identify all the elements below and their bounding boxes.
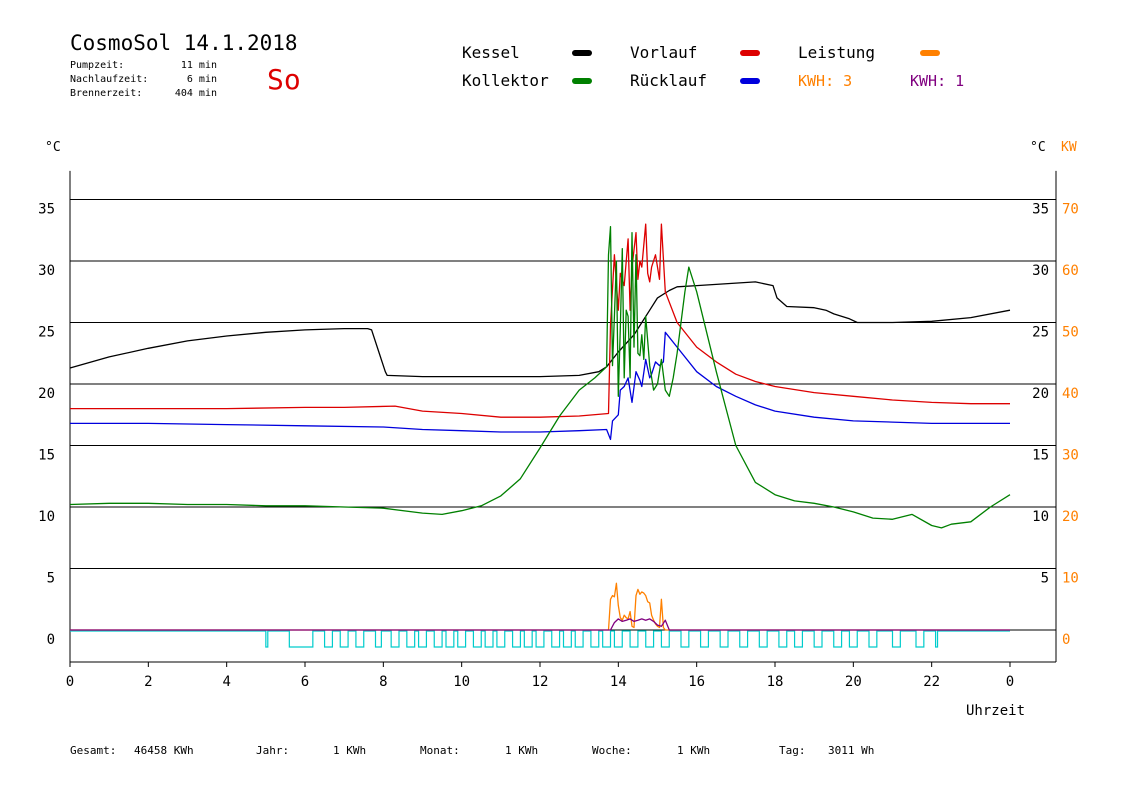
x-tick-label-0: 0 xyxy=(66,674,74,690)
y-tick-left-35: 35 xyxy=(38,202,55,218)
legend-label-kollektor: Kollektor xyxy=(462,71,549,90)
y-tick-left-30: 30 xyxy=(38,263,55,279)
footer-tag-value: 3011 Wh xyxy=(828,744,874,757)
legend-swatch-leistung xyxy=(920,50,940,56)
stat-pumpzeit-label: Pumpzeit: xyxy=(70,60,124,71)
x-tick-label-5: 10 xyxy=(453,674,470,690)
series-line-vorlauf xyxy=(70,223,1010,418)
x-tick-label-11: 22 xyxy=(923,674,940,690)
y-tick-right-kw-70: 70 xyxy=(1062,202,1079,218)
y-tick-right-kw-10: 10 xyxy=(1062,571,1079,587)
y-tick-right-kw-60: 60 xyxy=(1062,263,1079,279)
right-unit-label: °C xyxy=(1030,140,1046,155)
y-tick-right-c-20: 20 xyxy=(1032,386,1049,402)
series-line-kwh-1 xyxy=(70,618,1010,631)
footer-gesamt-value: 46458 KWh xyxy=(134,744,194,757)
x-tick-label-9: 18 xyxy=(767,674,784,690)
x-tick-label-6: 12 xyxy=(532,674,549,690)
series-layer xyxy=(69,223,1011,648)
tick-layer: 0510152025303551015202530350102030405060… xyxy=(38,202,1079,691)
right-kw-unit-label: KW xyxy=(1061,140,1077,155)
footer-monat-value: 1 KWh xyxy=(505,744,538,757)
legend-kwh-purple: KWH: 1 xyxy=(910,72,964,90)
series-line-leistung xyxy=(70,582,1010,631)
x-tick-label-3: 6 xyxy=(301,674,309,690)
x-tick-label-8: 16 xyxy=(688,674,705,690)
legend-label-kessel: Kessel xyxy=(462,43,520,62)
footer-woche-label: Woche: xyxy=(592,744,632,757)
y-tick-right-kw-0: 0 xyxy=(1062,632,1070,648)
footer-jahr-label: Jahr: xyxy=(256,744,289,757)
legend: Kessel Kollektor Vorlauf Rücklauf Leistu… xyxy=(462,43,964,90)
stat-pumpzeit-value: 11 min xyxy=(181,60,217,71)
y-tick-right-c-25: 25 xyxy=(1032,325,1049,341)
footer-gesamt-label: Gesamt: xyxy=(70,744,116,757)
legend-label-vorlauf: Vorlauf xyxy=(630,43,697,62)
legend-label-ruecklauf: Rücklauf xyxy=(630,71,707,90)
x-tick-label-10: 20 xyxy=(845,674,862,690)
x-tick-label-1: 2 xyxy=(144,674,152,690)
y-tick-right-kw-20: 20 xyxy=(1062,509,1079,525)
legend-swatch-ruecklauf xyxy=(740,78,760,84)
series-line-r-cklauf xyxy=(70,331,1010,441)
legend-label-leistung: Leistung xyxy=(798,43,875,62)
y-tick-left-10: 10 xyxy=(38,509,55,525)
y-tick-right-kw-40: 40 xyxy=(1062,386,1079,402)
y-tick-left-15: 15 xyxy=(38,448,55,464)
left-unit-label: °C xyxy=(45,140,61,155)
footer-monat-label: Monat: xyxy=(420,744,460,757)
pump-pulse-series xyxy=(70,630,1010,648)
x-tick-label-7: 14 xyxy=(610,674,627,690)
y-tick-left-5: 5 xyxy=(47,571,55,587)
legend-swatch-kessel xyxy=(572,50,592,56)
series-line-kessel xyxy=(69,281,1011,378)
footer-woche-value: 1 KWh xyxy=(677,744,710,757)
x-axis-label: Uhrzeit xyxy=(966,703,1025,719)
legend-swatch-kollektor xyxy=(572,78,592,84)
series-line-kollektor xyxy=(69,225,1011,529)
y-tick-right-kw-50: 50 xyxy=(1062,325,1079,341)
stat-nachlauf-value: 6 min xyxy=(187,74,217,85)
x-tick-label-2: 4 xyxy=(222,674,230,690)
y-tick-left-0: 0 xyxy=(47,632,55,648)
y-tick-left-25: 25 xyxy=(38,325,55,341)
y-tick-left-20: 20 xyxy=(38,386,55,402)
y-tick-right-c-15: 15 xyxy=(1032,448,1049,464)
x-tick-label-4: 8 xyxy=(379,674,387,690)
footer-jahr-value: 1 KWh xyxy=(333,744,366,757)
chart-title: CosmoSol 14.1.2018 xyxy=(70,31,298,55)
y-tick-right-kw-30: 30 xyxy=(1062,448,1079,464)
day-label: So xyxy=(267,63,301,96)
x-tick-label-12: 0 xyxy=(1006,674,1014,690)
stats-block: Pumpzeit: 11 min Nachlaufzeit: 6 min Bre… xyxy=(70,60,217,99)
footer-tag-label: Tag: xyxy=(779,744,806,757)
stat-brenner-label: Brennerzeit: xyxy=(70,88,142,99)
legend-swatch-vorlauf xyxy=(740,50,760,56)
y-tick-right-c-35: 35 xyxy=(1032,202,1049,218)
y-tick-right-c-30: 30 xyxy=(1032,263,1049,279)
y-tick-right-c-10: 10 xyxy=(1032,509,1049,525)
y-tick-right-c-5: 5 xyxy=(1041,571,1049,587)
legend-kwh-orange: KWH: 3 xyxy=(798,72,852,90)
stat-brenner-value: 404 min xyxy=(175,88,217,99)
stat-nachlauf-label: Nachlaufzeit: xyxy=(70,74,148,85)
footer: Gesamt: 46458 KWh Jahr: 1 KWh Monat: 1 K… xyxy=(70,744,874,757)
